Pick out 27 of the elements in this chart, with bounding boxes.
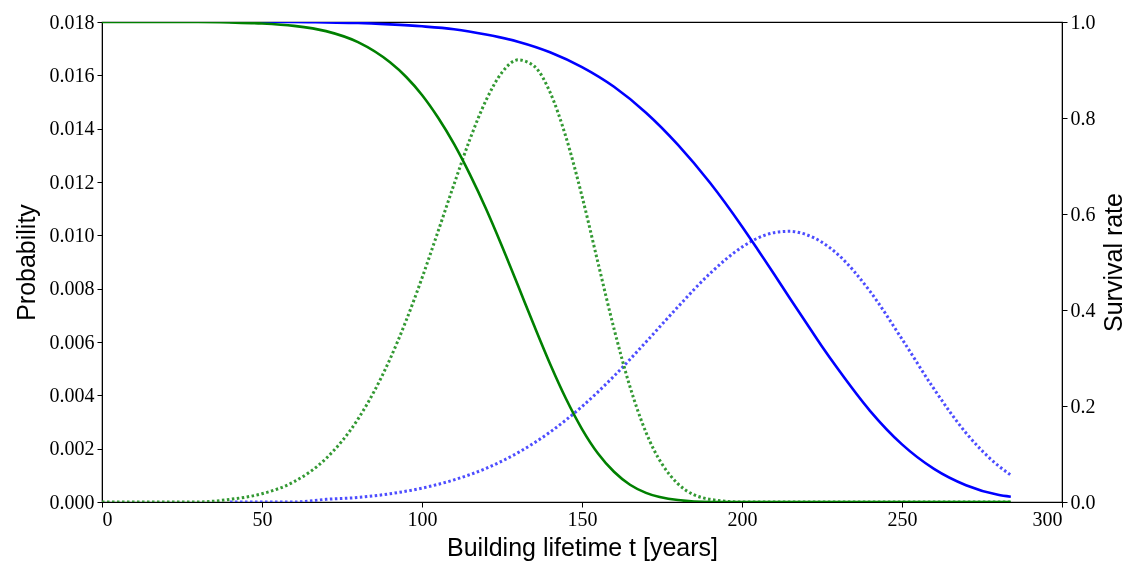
y-tick-label: 0.014 [49,117,95,140]
y-axis-title: Probability [11,203,40,321]
y2-tick-label: 0.8 [1070,106,1096,129]
y-tick-label: 0.012 [49,170,95,193]
y2-tick-label: 0.2 [1070,394,1096,417]
y2-tick-label: 0.0 [1070,490,1096,513]
y2-tick-label: 0.6 [1070,202,1096,225]
x-tick-label: 50 [252,507,273,530]
y-tick-label: 0.004 [49,383,95,406]
y-tick-label: 0.000 [49,490,95,513]
y-tick-label: 0.016 [49,63,95,86]
x-tick-label: 300 [1032,507,1063,530]
y-tick-label: 0.018 [49,10,95,33]
line-series [228,229,1013,502]
y-tick-label: 0.010 [49,223,95,246]
x-tick-label: 150 [567,507,598,530]
x-tick-label: 0 [102,507,113,530]
x-tick-label: 100 [407,507,438,530]
y-tick-label: 0.008 [49,277,95,300]
y2-tick-label: 0.4 [1070,298,1096,321]
y-tick-label: 0.002 [49,437,95,460]
y-tick-label: 0.006 [49,330,95,353]
y2-axis-title: Survival rate [1098,193,1127,332]
x-axis-title: Building lifetime t [years] [447,532,718,561]
x-tick-label: 200 [727,507,758,530]
x-tick-label: 250 [887,507,918,530]
y2-tick-label: 1.0 [1070,10,1096,33]
